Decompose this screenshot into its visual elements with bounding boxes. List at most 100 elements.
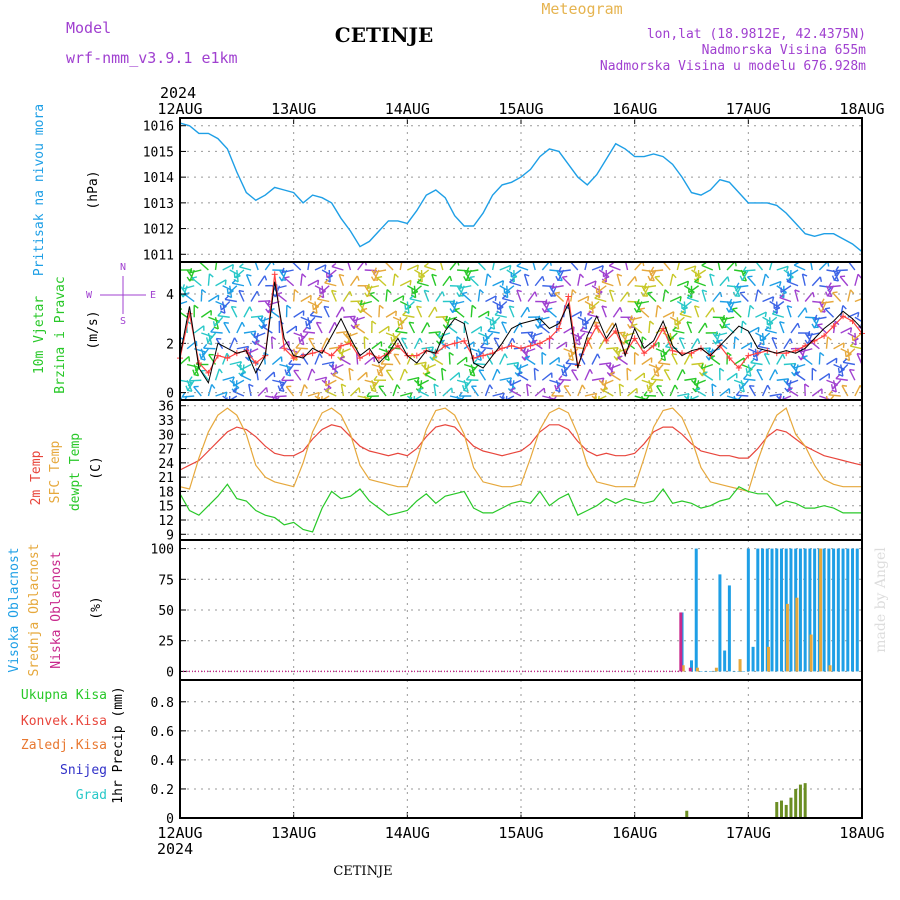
wind-barb [433,384,437,397]
precip-legend-hail: Grad [76,788,107,803]
wind-barb-tick [370,276,375,282]
wind-barb-tick [719,323,724,329]
wind-barb [644,285,657,289]
wind-barb-tick [785,266,789,272]
wind-barb [768,262,773,271]
wind-barb [769,393,782,397]
wind-barb-tick [601,265,604,271]
wind-barb-tick [627,323,631,329]
wind-barb-tick [426,322,431,328]
wind-barb-tick [610,371,616,375]
wind-barb-tick [694,278,699,283]
wind-barb-tick [632,323,638,327]
wind-barb [597,395,600,400]
wind-barb-tick [224,391,228,398]
wind-barb [636,300,650,305]
wind-barb [833,363,845,371]
wind-barb [502,297,515,303]
wind-barb [740,363,753,370]
wind-barb-tick [241,321,246,327]
wind-barb-tick [686,321,693,324]
wind-barb-tick [511,337,516,343]
wind-barb [760,332,771,342]
pressure-tick-label: 1013 [143,197,174,212]
wind-barb [701,289,707,302]
wind-barb-tick [642,262,645,267]
elevation-text: Nadmorska Visina 655m [702,43,867,58]
wind-barb-tick [647,275,651,281]
wind-barb [200,348,206,361]
wind-barb-tick [487,311,490,317]
wind-barb [584,262,588,271]
wind-barb [407,376,420,381]
wind-barb [189,269,202,274]
wind-barb-tick [451,387,453,393]
temperature-tick-label: 21 [158,471,174,486]
wind-barb [312,300,323,311]
wind-barb-tick [441,291,445,297]
wind-barb-tick [249,306,253,312]
wind-barb [378,364,387,375]
wind-barb-tick [424,371,431,376]
wind-barb [539,325,550,334]
wind-barb [556,363,569,370]
wind-barb-tick [325,387,331,392]
wind-barb [800,348,813,353]
wind-barb [606,347,619,350]
wind-barb [532,341,543,350]
wind-barb [220,301,231,311]
wind-barb-tick [331,361,335,367]
wind-barb [483,332,494,343]
wind-barb [492,392,505,397]
wind-barb [261,325,273,334]
wind-barb [695,389,707,397]
wind-barb-tick [581,384,586,390]
wind-barb-tick [326,337,331,343]
wind-barb-tick [191,276,198,279]
wind-barb-tick [404,310,410,315]
cloud-bar-high [751,646,755,672]
wind-barb-tick [624,339,631,343]
wind-barb-tick [793,363,796,369]
wind-barb [350,387,360,397]
wind-barb-tick [231,264,235,270]
wind-barb [180,332,181,333]
wind-barb [180,355,190,366]
wind-barb-tick [739,389,745,393]
wind-barb [655,348,668,355]
wind-barb [184,293,195,303]
wind-barb-tick [774,369,779,375]
wind-barb [557,269,565,282]
wind-barb [200,370,209,381]
wind-barb [520,306,529,318]
wind-barb-tick [594,280,597,286]
wind-barb [690,338,699,350]
wind-barb-tick [832,291,838,294]
cloud-bar-high [704,671,708,672]
wind-barb-tick [818,307,822,313]
x-tick-label-bottom: 18AUG [839,824,884,842]
wind-barb [818,352,821,365]
wind-barb [191,277,202,287]
wind-barb-tick [416,278,422,284]
wind-barb [672,329,685,334]
wind-barb-tick [188,267,193,274]
wind-barb [615,348,628,354]
wind-barb [484,273,489,286]
wind-barb-tick [647,389,653,393]
wind-barb [279,363,292,369]
wind-barb-tick [827,336,832,341]
wind-barb [786,305,792,318]
wind-barb-tick [256,290,260,297]
wind-barb-tick [547,307,553,311]
wind-barb [835,377,848,381]
wind-barb [504,395,515,400]
wind-barb [353,316,365,322]
wind-barb [361,309,373,318]
wind-barb-tick [657,358,663,364]
wind-barb [499,377,512,381]
wind-barb [442,275,451,287]
wind-barb [861,395,862,396]
wind-barb-tick [548,401,550,406]
wind-barb [740,269,748,282]
